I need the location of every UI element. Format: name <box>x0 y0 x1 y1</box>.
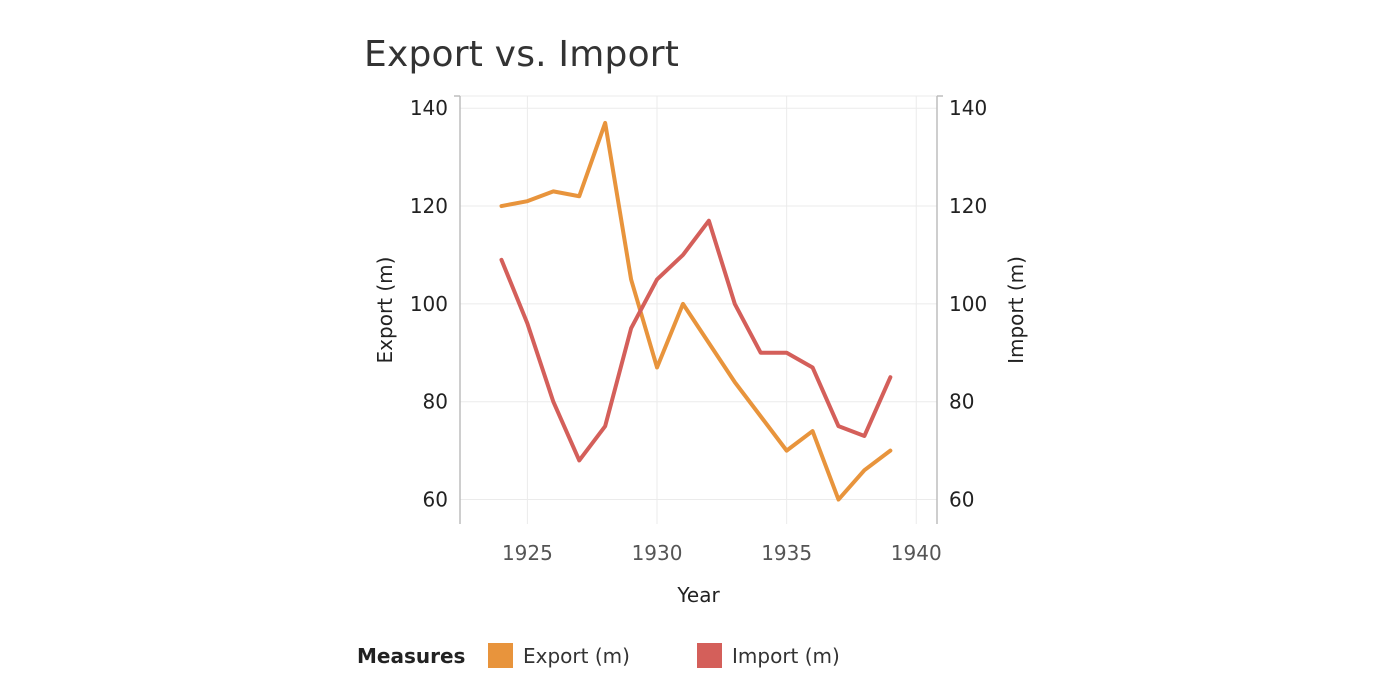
y-tick-label-right: 100 <box>949 292 987 316</box>
x-tick-label: 1925 <box>502 541 553 565</box>
y-axis-title-right: Import (m) <box>1004 256 1028 364</box>
x-tick-label: 1930 <box>632 541 683 565</box>
axes-layer <box>454 95 943 524</box>
y-tick-label-right: 60 <box>949 488 974 512</box>
y-tick-label-left: 100 <box>410 292 448 316</box>
y-tick-label-left: 60 <box>423 488 448 512</box>
legend-label: Export (m) <box>523 644 630 668</box>
legend-swatch <box>697 643 722 668</box>
y-axis-title-left: Export (m) <box>373 257 397 364</box>
x-tick-label: 1940 <box>891 541 942 565</box>
x-tick-label: 1935 <box>761 541 812 565</box>
series-line-import-m <box>499 218 893 463</box>
legend-label: Import (m) <box>732 644 840 668</box>
x-axis-title: Year <box>676 583 720 607</box>
labels-layer: 60 60 80 80 100 100 120 120 140 140 1925 1930 1935 19… <box>373 96 1028 607</box>
y-tick-label-left: 140 <box>410 96 448 120</box>
y-tick-label-left: 120 <box>410 194 448 218</box>
y-tick-label-right: 120 <box>949 194 987 218</box>
grid-layer <box>460 95 937 524</box>
series-layer <box>499 120 893 502</box>
legend-swatch <box>488 643 513 668</box>
y-tick-label-left: 80 <box>423 390 448 414</box>
y-tick-label-right: 140 <box>949 96 987 120</box>
chart-title: Export vs. Import <box>364 34 680 75</box>
series-line-export-m <box>499 120 893 502</box>
legend-title: Measures <box>357 644 465 668</box>
y-tick-label-right: 80 <box>949 390 974 414</box>
legend-layer: Measures Export (m) Import (m) <box>357 643 840 668</box>
